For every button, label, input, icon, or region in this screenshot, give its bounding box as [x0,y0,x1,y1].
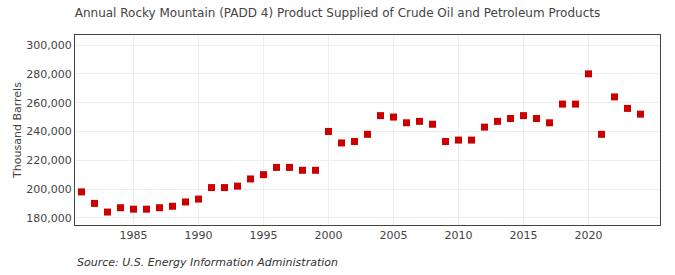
svg-text:1995: 1995 [250,229,278,242]
svg-text:2000: 2000 [315,229,343,242]
svg-text:1985: 1985 [120,229,148,242]
svg-text:2015: 2015 [510,229,538,242]
svg-text:300,000: 300,000 [26,39,72,52]
svg-text:Annual Rocky Mountain (PADD 4): Annual Rocky Mountain (PADD 4) Product S… [75,6,601,20]
svg-text:Source: U.S. Energy Informatio: Source: U.S. Energy Information Administ… [77,256,338,269]
svg-text:220,000: 220,000 [26,154,72,167]
svg-text:260,000: 260,000 [26,97,72,110]
svg-text:Thousand Barrels: Thousand Barrels [11,82,24,179]
svg-text:1990: 1990 [185,229,213,242]
svg-text:180,000: 180,000 [26,212,72,225]
svg-text:2020: 2020 [575,229,603,242]
svg-text:280,000: 280,000 [26,68,72,81]
svg-text:200,000: 200,000 [26,183,72,196]
svg-text:2010: 2010 [445,229,473,242]
svg-text:240,000: 240,000 [26,125,72,138]
svg-text:2005: 2005 [380,229,408,242]
